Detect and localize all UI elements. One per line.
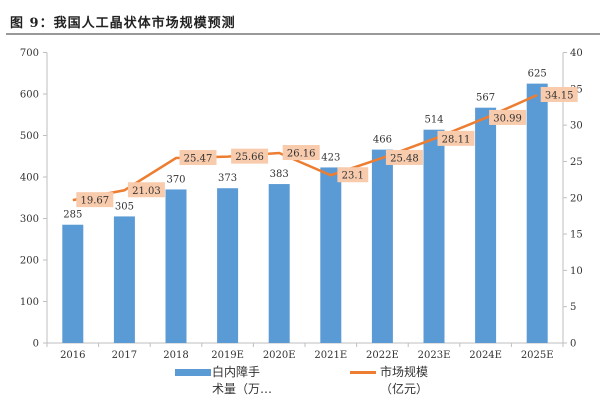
x-tick-label: 2023E bbox=[418, 350, 451, 361]
left-tick-label: 300 bbox=[20, 214, 39, 225]
line-label-bg bbox=[385, 149, 423, 165]
right-tick-label: 5 bbox=[570, 302, 576, 313]
bar bbox=[526, 83, 548, 343]
line-label-bg bbox=[337, 167, 369, 183]
x-tick-label: 2021E bbox=[314, 350, 347, 361]
left-tick-label: 700 bbox=[20, 48, 39, 59]
line-label-bg bbox=[179, 150, 217, 166]
legend-swatch-line bbox=[350, 371, 376, 374]
x-tick-label: 2017 bbox=[112, 350, 137, 361]
bar-value-label: 383 bbox=[270, 169, 289, 180]
bar-value-label: 305 bbox=[115, 201, 134, 212]
legend-item-line: 市场规模 （亿元） bbox=[350, 364, 428, 398]
x-tick-label: 2018 bbox=[163, 350, 188, 361]
right-tick-label: 40 bbox=[570, 48, 583, 59]
line-value-label: 28.11 bbox=[442, 134, 471, 145]
line-value-label: 25.48 bbox=[390, 153, 419, 164]
x-tick-label: 2022E bbox=[366, 350, 399, 361]
line-value-label: 34.15 bbox=[545, 90, 574, 101]
title-divider bbox=[6, 33, 600, 35]
x-tick-label: 2025E bbox=[521, 350, 554, 361]
bar-value-label: 514 bbox=[424, 115, 443, 126]
bar-value-label: 567 bbox=[476, 93, 495, 104]
legend-swatch-bar bbox=[175, 369, 211, 376]
line-value-label: 23.1 bbox=[342, 171, 364, 182]
left-tick-label: 200 bbox=[20, 256, 39, 267]
x-tick-label: 2024E bbox=[469, 350, 502, 361]
bar-value-label: 373 bbox=[218, 173, 237, 184]
bar-value-label: 370 bbox=[166, 174, 185, 185]
legend-label-bar-line2: 术量（万… bbox=[212, 382, 273, 396]
x-tick-label: 2019E bbox=[211, 350, 244, 361]
line-label-bg bbox=[127, 182, 165, 198]
bar bbox=[268, 184, 290, 343]
left-tick-label: 100 bbox=[20, 297, 39, 308]
bar-value-label: 285 bbox=[63, 210, 82, 221]
line-label-bg bbox=[76, 192, 114, 208]
bar bbox=[165, 189, 187, 343]
right-tick-label: 25 bbox=[570, 157, 583, 168]
line-value-label: 21.03 bbox=[132, 186, 161, 197]
line-label-bg bbox=[540, 86, 578, 102]
bar bbox=[217, 188, 239, 343]
x-tick-label: 2016 bbox=[60, 350, 85, 361]
line-label-bg bbox=[489, 109, 527, 125]
left-tick-label: 500 bbox=[20, 131, 39, 142]
left-tick-label: 0 bbox=[33, 339, 39, 350]
bar-value-label: 466 bbox=[373, 135, 392, 146]
bar-value-label: 625 bbox=[528, 69, 547, 80]
right-tick-label: 15 bbox=[570, 230, 583, 241]
legend-label-line-line2: （亿元） bbox=[380, 382, 429, 396]
line-series bbox=[72, 93, 538, 202]
legend-label-line-line1: 市场规模 bbox=[380, 365, 429, 379]
left-tick-label: 400 bbox=[20, 173, 39, 184]
bar bbox=[62, 224, 84, 343]
line-label-bg bbox=[282, 145, 320, 161]
line-label-bg bbox=[231, 148, 269, 164]
left-tick-label: 600 bbox=[20, 90, 39, 101]
right-tick-label: 0 bbox=[570, 339, 576, 350]
line-label-bg bbox=[437, 130, 475, 146]
bar bbox=[320, 167, 342, 343]
bar-value-label: 423 bbox=[321, 152, 340, 163]
bar bbox=[475, 107, 497, 343]
x-tick-label: 2020E bbox=[263, 350, 296, 361]
line-value-label: 25.66 bbox=[235, 152, 264, 163]
chart-title: 图 9：我国人工晶状体市场规模预测 bbox=[10, 16, 236, 31]
bar bbox=[113, 216, 135, 343]
line-value-label: 25.47 bbox=[184, 154, 213, 165]
line-value-label: 26.16 bbox=[287, 149, 316, 160]
right-tick-label: 20 bbox=[570, 193, 583, 204]
bar bbox=[371, 149, 393, 343]
line-value-label: 19.67 bbox=[80, 196, 109, 207]
bar bbox=[423, 129, 445, 343]
legend-label-bar-line1: 白内障手 bbox=[212, 365, 261, 379]
right-tick-label: 10 bbox=[570, 266, 583, 277]
right-tick-label: 30 bbox=[570, 121, 583, 132]
line-value-label: 30.99 bbox=[493, 113, 522, 124]
legend-item-bar: 白内障手 术量（万… bbox=[175, 364, 272, 398]
